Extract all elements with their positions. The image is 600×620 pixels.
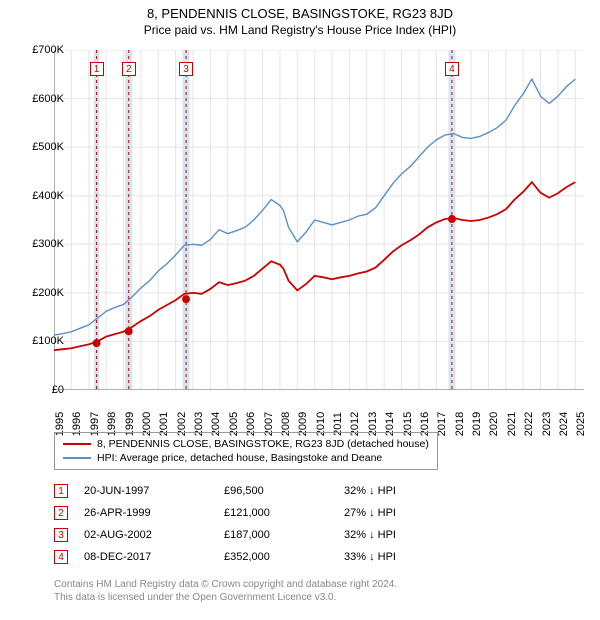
- x-tick-label: 2024: [558, 412, 570, 436]
- chart-title: 8, PENDENNIS CLOSE, BASINGSTOKE, RG23 8J…: [0, 0, 600, 21]
- sales-date: 08-DEC-2017: [84, 551, 224, 563]
- y-tick-label: £500K: [6, 141, 64, 153]
- x-tick-label: 2019: [471, 412, 483, 436]
- x-tick-label: 2023: [541, 412, 553, 436]
- footnote-line-2: This data is licensed under the Open Gov…: [54, 591, 397, 604]
- legend: 8, PENDENNIS CLOSE, BASINGSTOKE, RG23 8J…: [54, 432, 438, 470]
- event-marker-box: 2: [122, 62, 136, 76]
- y-tick-label: £700K: [6, 44, 64, 56]
- sales-price: £96,500: [224, 485, 344, 497]
- sales-diff: 32% ↓ HPI: [344, 485, 444, 497]
- sales-row: 1 20-JUN-1997£96,50032% ↓ HPI: [54, 480, 444, 502]
- y-tick-label: £600K: [6, 93, 64, 105]
- x-tick-label: 2020: [488, 412, 500, 436]
- event-marker-box: 1: [90, 62, 104, 76]
- sales-row: 3 02-AUG-2002£187,00032% ↓ HPI: [54, 524, 444, 546]
- x-tick-label: 2021: [506, 412, 518, 436]
- footnote-line-1: Contains HM Land Registry data © Crown c…: [54, 578, 397, 591]
- sales-diff: 33% ↓ HPI: [344, 551, 444, 563]
- event-marker-box: 3: [179, 62, 193, 76]
- chart-container: 8, PENDENNIS CLOSE, BASINGSTOKE, RG23 8J…: [0, 0, 600, 620]
- x-tick-label: 2018: [454, 412, 466, 436]
- x-tick-label: 2017: [436, 412, 448, 436]
- legend-swatch: [63, 443, 91, 445]
- y-tick-label: £400K: [6, 190, 64, 202]
- sales-row: 2 26-APR-1999£121,00027% ↓ HPI: [54, 502, 444, 524]
- sales-table: 120-JUN-1997£96,50032% ↓ HPI226-APR-1999…: [54, 480, 444, 568]
- sales-marker-box: 2: [54, 506, 68, 520]
- legend-swatch: [63, 457, 91, 459]
- y-tick-label: £100K: [6, 335, 64, 347]
- y-tick-label: £300K: [6, 238, 64, 250]
- chart-svg: [54, 50, 584, 390]
- sales-marker-box: 3: [54, 528, 68, 542]
- sales-diff: 32% ↓ HPI: [344, 529, 444, 541]
- sales-date: 26-APR-1999: [84, 507, 224, 519]
- sales-price: £187,000: [224, 529, 344, 541]
- sales-date: 02-AUG-2002: [84, 529, 224, 541]
- legend-row: 8, PENDENNIS CLOSE, BASINGSTOKE, RG23 8J…: [63, 437, 429, 451]
- y-tick-label: £200K: [6, 287, 64, 299]
- sales-row: 4 08-DEC-2017£352,00033% ↓ HPI: [54, 546, 444, 568]
- legend-label: 8, PENDENNIS CLOSE, BASINGSTOKE, RG23 8J…: [97, 438, 429, 450]
- x-tick-label: 2022: [523, 412, 535, 436]
- legend-row: HPI: Average price, detached house, Basi…: [63, 451, 429, 465]
- sales-price: £121,000: [224, 507, 344, 519]
- y-tick-label: £0: [6, 384, 64, 396]
- sales-marker-box: 1: [54, 484, 68, 498]
- chart-subtitle: Price paid vs. HM Land Registry's House …: [0, 21, 600, 37]
- x-tick-label: 2025: [575, 412, 587, 436]
- footnote: Contains HM Land Registry data © Crown c…: [54, 578, 397, 604]
- sales-diff: 27% ↓ HPI: [344, 507, 444, 519]
- sales-price: £352,000: [224, 551, 344, 563]
- legend-label: HPI: Average price, detached house, Basi…: [97, 452, 382, 464]
- event-marker-box: 4: [445, 62, 459, 76]
- sales-date: 20-JUN-1997: [84, 485, 224, 497]
- sales-marker-box: 4: [54, 550, 68, 564]
